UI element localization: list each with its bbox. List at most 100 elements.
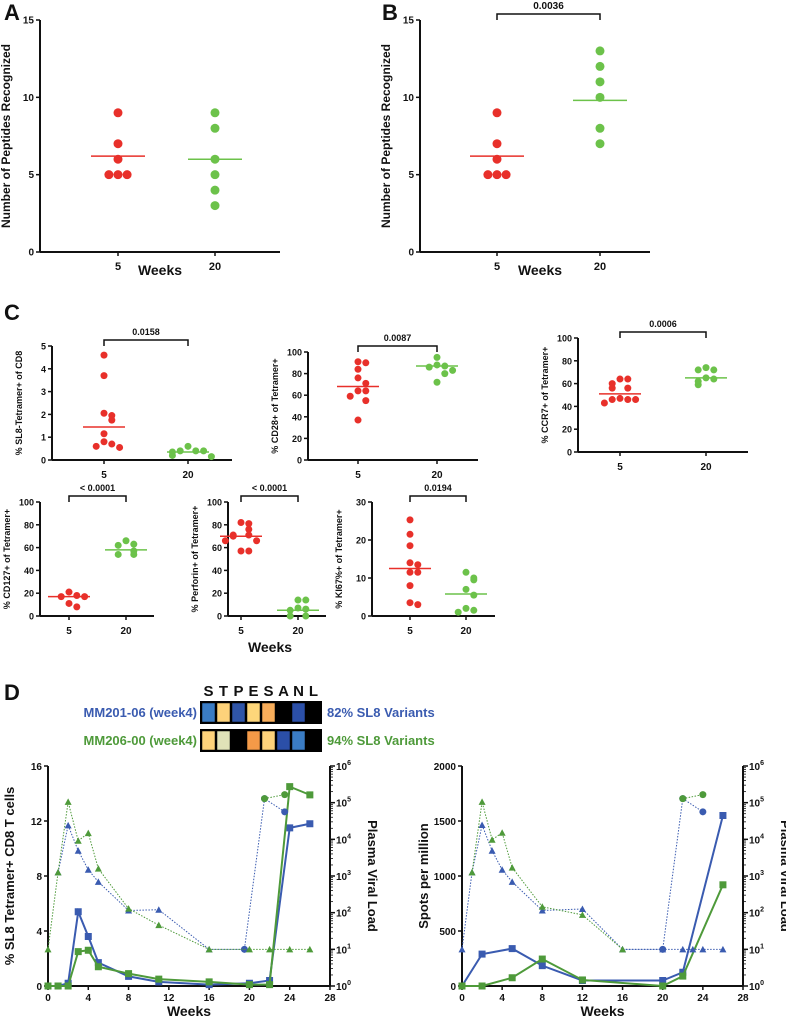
data-point bbox=[113, 170, 123, 180]
triangle-marker bbox=[508, 864, 516, 871]
data-point bbox=[210, 123, 220, 133]
data-point bbox=[406, 530, 414, 538]
data-point bbox=[104, 170, 114, 180]
heatmap-cell bbox=[261, 730, 276, 751]
data-point bbox=[414, 568, 422, 576]
x-tick-label: 28 bbox=[737, 993, 749, 1004]
significance-bracket bbox=[240, 495, 299, 502]
data-point bbox=[449, 366, 457, 374]
square-marker bbox=[266, 981, 274, 989]
data-point bbox=[168, 451, 176, 459]
triangle-marker bbox=[84, 829, 92, 837]
heatmap-row bbox=[200, 701, 322, 724]
x-tick-label: 0 bbox=[459, 993, 465, 1004]
square-marker bbox=[508, 974, 516, 982]
series-line bbox=[622, 797, 704, 950]
y-tick-label: 10 bbox=[23, 93, 35, 104]
y2-tick-label: 106 bbox=[749, 760, 764, 773]
data-point bbox=[441, 370, 449, 378]
y-tick-label: 16 bbox=[31, 762, 43, 773]
data-point bbox=[73, 591, 81, 599]
y-axis-label: Spots per million bbox=[416, 823, 431, 929]
y-tick-label: 0 bbox=[41, 456, 46, 466]
heatmap-cell bbox=[231, 730, 246, 751]
square-marker bbox=[659, 982, 667, 990]
y-tick-label: 60 bbox=[212, 543, 222, 553]
triangle-marker bbox=[508, 878, 516, 885]
triangle-marker bbox=[306, 945, 314, 953]
y-tick-label: 5 bbox=[41, 342, 46, 352]
panel-label-d: D bbox=[4, 680, 20, 705]
x-tick-label: 20 bbox=[292, 626, 304, 637]
y2-tick-label: 100 bbox=[749, 980, 764, 993]
square-marker bbox=[245, 981, 253, 989]
residue-label: P bbox=[233, 683, 243, 700]
circle-marker bbox=[281, 791, 289, 799]
data-point bbox=[624, 375, 632, 383]
triangle-marker bbox=[619, 945, 627, 953]
triangle-marker bbox=[488, 847, 496, 854]
data-point bbox=[433, 353, 441, 361]
data-point bbox=[483, 170, 493, 180]
y-tick-label: 20 bbox=[562, 425, 572, 435]
data-point bbox=[454, 608, 462, 616]
data-point bbox=[200, 447, 208, 455]
y-tick-label: 0 bbox=[450, 982, 456, 993]
x-tick-label: 5 bbox=[617, 462, 623, 473]
data-point bbox=[608, 396, 616, 404]
data-point bbox=[624, 396, 632, 404]
y-tick-label: 0 bbox=[297, 456, 302, 466]
square-marker bbox=[84, 946, 92, 954]
data-point bbox=[210, 108, 220, 118]
square-marker bbox=[74, 908, 82, 916]
residue-label: L bbox=[309, 683, 318, 700]
data-point bbox=[616, 375, 624, 383]
y-tick-label: 40 bbox=[24, 566, 34, 576]
circle-marker bbox=[281, 808, 289, 816]
data-point bbox=[245, 531, 253, 539]
data-point bbox=[253, 537, 261, 545]
panel-label-b: B bbox=[382, 0, 398, 25]
square-marker bbox=[538, 962, 546, 970]
y-tick-label: 15 bbox=[23, 16, 35, 27]
square-marker bbox=[679, 972, 687, 980]
x-tick-label: 0 bbox=[45, 993, 51, 1004]
y-tick-label: 5 bbox=[408, 170, 414, 181]
square-marker bbox=[306, 791, 314, 799]
data-point bbox=[116, 443, 124, 451]
data-point bbox=[100, 409, 108, 417]
data-point bbox=[210, 170, 220, 180]
y-tick-label: 100 bbox=[19, 498, 34, 508]
square-marker bbox=[94, 959, 102, 967]
data-point bbox=[470, 576, 478, 584]
data-point bbox=[221, 537, 229, 545]
x-tick-label: 8 bbox=[126, 993, 132, 1004]
square-marker bbox=[719, 812, 727, 819]
dot-plot-b: 0 5 10 15 5 20 Number of Peptides Recognized We… bbox=[379, 1, 650, 278]
x-tick-label: 16 bbox=[617, 993, 629, 1004]
significance-bracket bbox=[357, 345, 438, 352]
square-marker bbox=[84, 933, 92, 940]
heatmap-cell bbox=[306, 730, 321, 751]
x-axis-label: Weeks bbox=[580, 1003, 624, 1019]
x-axis-label: Weeks bbox=[248, 639, 292, 655]
dot-plot-c4: 0 20 40 60 80 100 5 20 % CD127+ of Tetramer+ < 0.… bbox=[2, 483, 154, 637]
data-point bbox=[302, 596, 310, 604]
y2-axis-label: Plasma Viral Load bbox=[778, 820, 786, 932]
residue-label: S bbox=[203, 683, 213, 700]
data-point bbox=[92, 442, 100, 450]
y-tick-label: 2000 bbox=[434, 762, 457, 773]
row-label: MM201-06 (week4) bbox=[84, 705, 197, 720]
x-tick-label: 20 bbox=[700, 462, 712, 473]
heatmap-cell bbox=[291, 702, 306, 723]
y-tick-label: 20 bbox=[292, 434, 302, 444]
y-tick-label: 0 bbox=[361, 612, 366, 622]
data-point bbox=[302, 612, 310, 620]
y-axis-label: % Perforin+ of Tetramer+ bbox=[190, 506, 200, 613]
y-tick-label: 20 bbox=[356, 536, 366, 546]
y2-tick-label: 105 bbox=[336, 797, 351, 810]
triangle-marker bbox=[94, 878, 102, 885]
x-tick-label: 20 bbox=[657, 993, 669, 1004]
